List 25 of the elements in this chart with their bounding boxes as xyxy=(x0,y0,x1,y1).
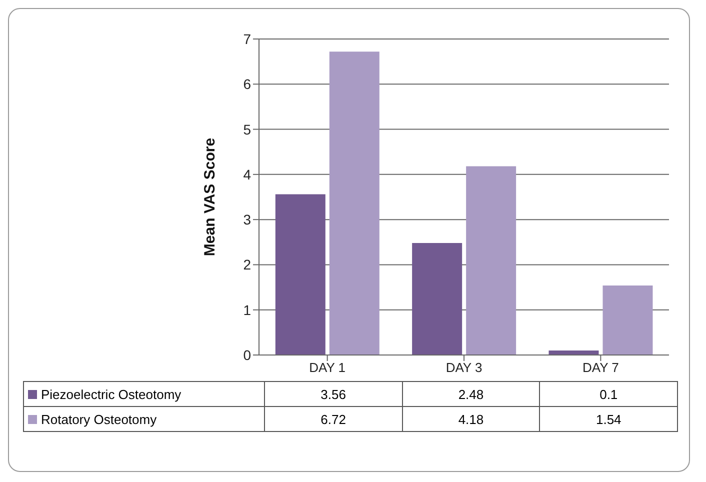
bar xyxy=(602,285,653,355)
bar xyxy=(329,52,380,355)
y-axis-title: Mean VAS Score xyxy=(201,138,218,256)
y-tick-label: 5 xyxy=(243,121,252,138)
y-tick-label: 0 xyxy=(243,346,252,363)
bar xyxy=(275,194,326,355)
x-tick-label: DAY 7 xyxy=(582,360,619,376)
y-tick-label: 7 xyxy=(243,30,252,47)
legend-label: Piezoelectric Osteotomy xyxy=(24,382,264,406)
y-tick-label: 6 xyxy=(243,76,252,92)
data-label: 1.54 xyxy=(540,406,678,432)
y-tick-label: 1 xyxy=(243,302,252,318)
bar xyxy=(466,166,516,355)
data-label: 3.56 xyxy=(264,382,402,406)
data-label: 6.72 xyxy=(264,406,402,432)
data-label: 2.48 xyxy=(402,382,540,406)
y-tick-label: 4 xyxy=(243,166,252,182)
data-label: 4.18 xyxy=(402,406,540,432)
x-tick-label: DAY 1 xyxy=(309,360,346,376)
data-label: 0.1 xyxy=(540,382,678,406)
y-tick-label: 3 xyxy=(243,212,252,228)
legend-label: Rotatory Osteotomy xyxy=(24,406,264,432)
bar xyxy=(412,243,462,355)
x-tick-label: DAY 3 xyxy=(446,360,482,376)
y-tick-label: 2 xyxy=(243,256,252,273)
